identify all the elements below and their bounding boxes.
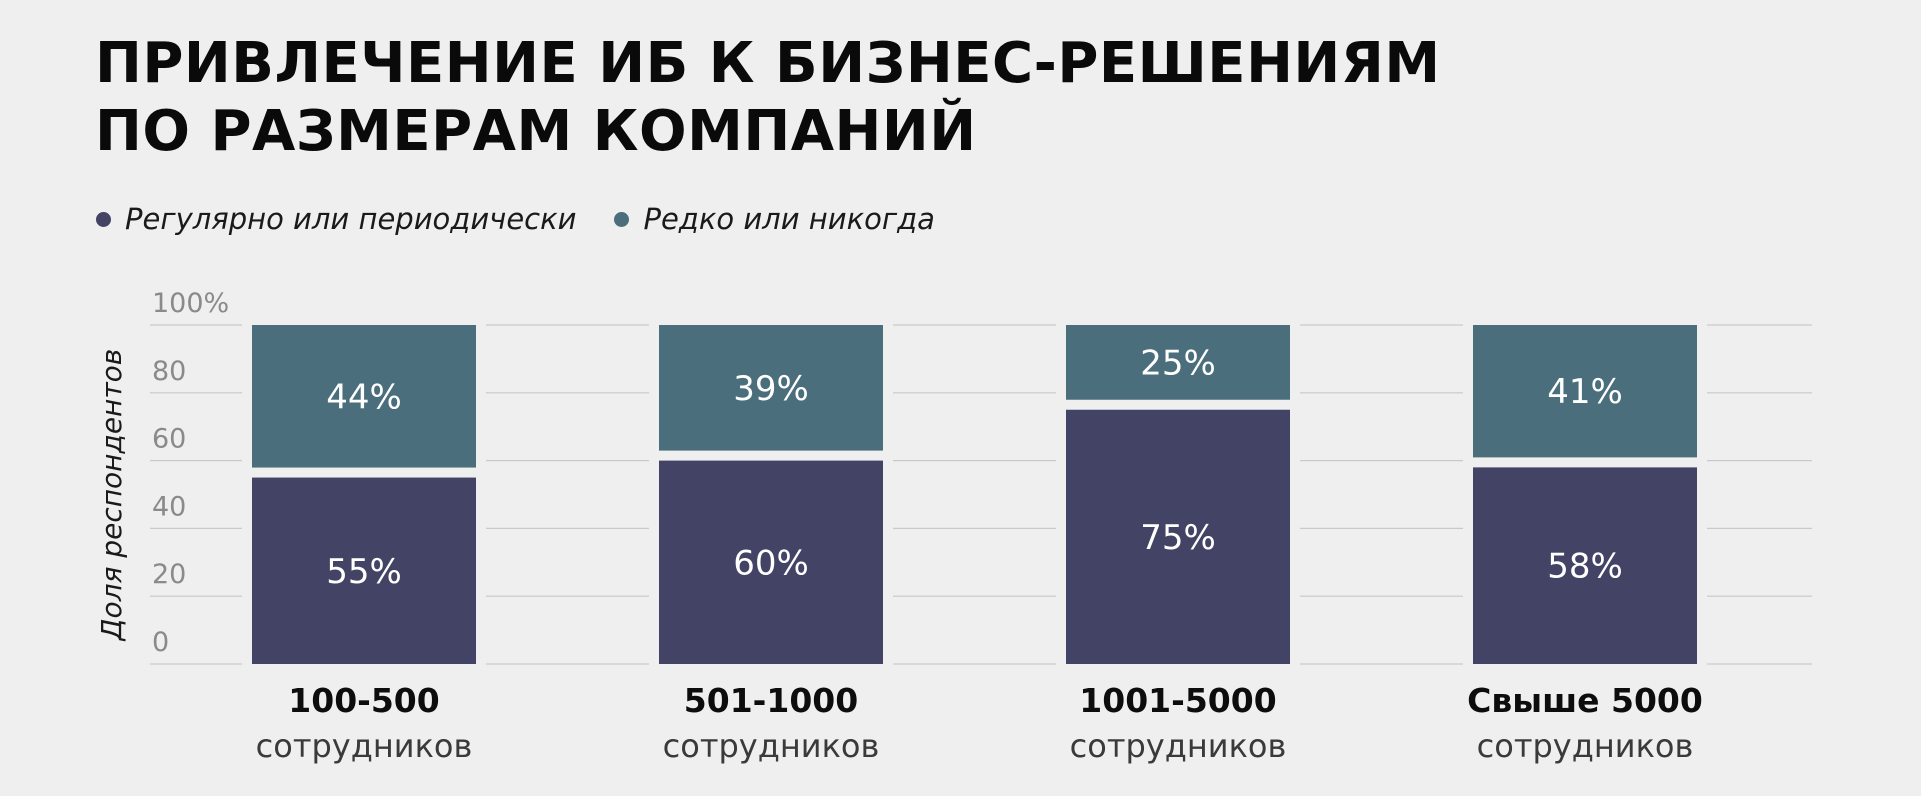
legend: Регулярно или периодически Редко или ник… (96, 202, 973, 236)
legend-item-rare: Редко или никогда (614, 202, 935, 236)
legend-label-regular: Регулярно или периодически (125, 202, 577, 236)
legend-label-rare: Редко или никогда (643, 202, 935, 236)
y-axis-label: Доля респондентов (95, 349, 128, 643)
bar-regular (659, 460, 883, 664)
legend-item-regular: Регулярно или периодически (96, 202, 576, 236)
x-tick-sublabel: сотрудников (256, 727, 473, 765)
chart-title: ПРИВЛЕЧЕНИЕ ИБ К БИЗНЕС-РЕШЕНИЯМ ПО РАЗМ… (95, 30, 1441, 166)
y-tick-label: 40 (152, 491, 186, 522)
legend-dot-regular (96, 211, 111, 227)
x-tick-sublabel: сотрудников (1477, 727, 1694, 765)
y-tick-label: 60 (152, 424, 186, 455)
chart-title-line-1: ПРИВЛЕЧЕНИЕ ИБ К БИЗНЕС-РЕШЕНИЯМ (95, 31, 1441, 96)
x-tick-sublabel: сотрудников (1070, 727, 1287, 765)
y-tick-label: 80 (152, 356, 186, 387)
y-tick-label: 20 (152, 559, 186, 590)
x-tick-label: Свыше 5000 (1467, 681, 1703, 720)
y-tick-label: 100% (152, 288, 229, 319)
chart-title-line-2: ПО РАЗМЕРАМ КОМПАНИЙ (95, 99, 977, 164)
bar-value-label: 55% (326, 552, 402, 592)
y-tick-label: 0 (152, 627, 169, 658)
x-tick-sublabel: сотрудников (663, 727, 880, 765)
x-tick-label: 100-500 (288, 681, 439, 720)
bar-regular (252, 477, 476, 664)
bar-rare (252, 325, 476, 468)
bar-value-label: 60% (733, 543, 809, 583)
bar-value-label: 39% (733, 369, 809, 409)
bar-rare (659, 325, 883, 451)
bar-value-label: 58% (1547, 547, 1623, 587)
bar-rare (1473, 325, 1697, 458)
bar-regular (1066, 409, 1290, 664)
bar-regular (1473, 467, 1697, 664)
bar-value-label: 25% (1140, 343, 1216, 383)
x-tick-label: 1001-5000 (1079, 681, 1276, 720)
bar-rare (1066, 325, 1290, 400)
legend-dot-rare (614, 211, 630, 227)
bar-value-label: 41% (1547, 372, 1623, 412)
bar-value-label: 44% (326, 377, 402, 417)
x-tick-label: 501-1000 (684, 681, 858, 720)
bar-value-label: 75% (1140, 518, 1216, 558)
